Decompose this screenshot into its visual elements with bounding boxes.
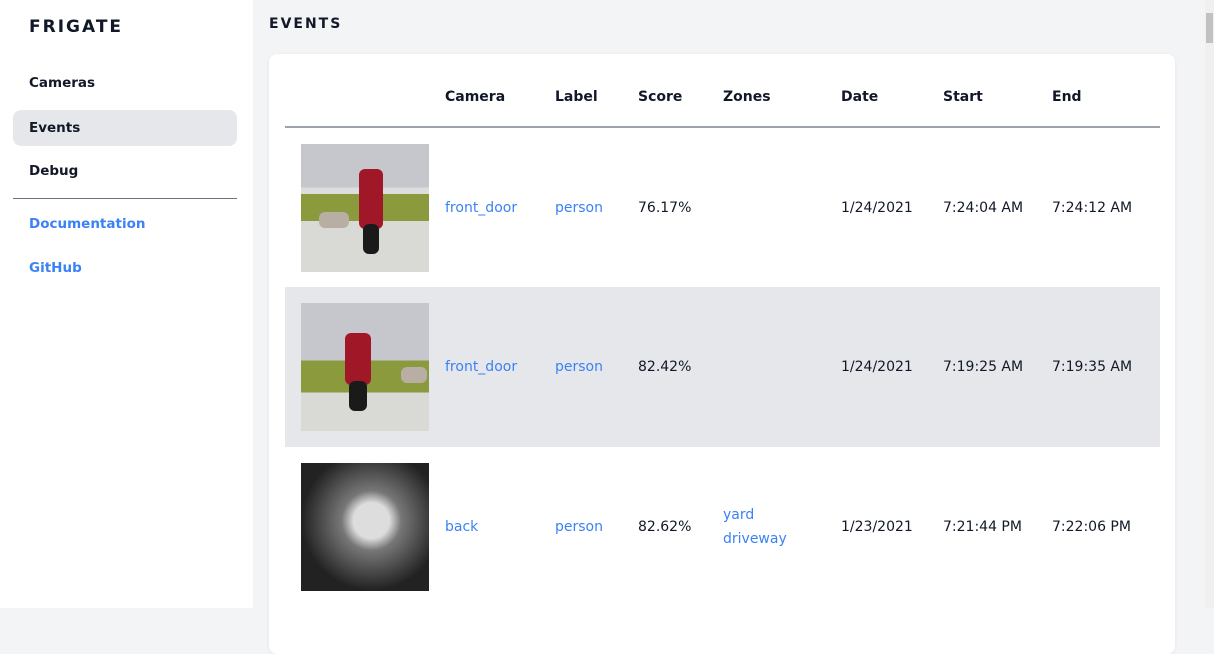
event-thumbnail[interactable] — [301, 463, 429, 591]
app-logo: FRIGATE — [29, 17, 124, 37]
table-row[interactable]: front_door person 82.42% 1/24/2021 7:19:… — [285, 287, 1160, 447]
start-time: 7:24:04 AM — [943, 199, 1024, 216]
label-link[interactable]: person — [555, 287, 638, 447]
scrollbar[interactable] — [1205, 0, 1214, 608]
header-zones: Zones — [723, 54, 841, 128]
header-thumbnail — [285, 54, 445, 128]
camera-link[interactable]: front_door — [445, 287, 555, 447]
score: 82.42% — [638, 287, 723, 447]
end-time: 7:19:35 AM — [1052, 287, 1160, 447]
label-link[interactable]: person — [555, 519, 603, 535]
sidebar-divider — [13, 198, 237, 199]
date: 1/24/2021 — [841, 287, 943, 447]
table-row[interactable]: back person 82.62% yard driveway 1/23/202… — [285, 447, 1160, 607]
documentation-link[interactable]: Documentation — [29, 216, 146, 232]
zone-link[interactable]: driveway — [723, 531, 787, 547]
events-card: Camera Label Score Zones Date Start End … — [269, 54, 1175, 654]
sidebar-item-cameras[interactable]: Cameras — [29, 75, 96, 91]
start-time: 7:21:44 PM — [943, 519, 1022, 535]
header-end: End — [1052, 54, 1160, 128]
date: 1/24/2021 — [841, 199, 913, 216]
zones: yard driveway — [723, 447, 841, 607]
end-time: 7:22:06 PM — [1052, 519, 1131, 535]
page-title: EVENTS — [269, 16, 343, 32]
end-time: 7:24:12 AM — [1052, 199, 1133, 216]
header-camera: Camera — [445, 54, 555, 128]
github-link[interactable]: GitHub — [29, 260, 82, 276]
score: 76.17% — [638, 199, 692, 216]
events-table: Camera Label Score Zones Date Start End … — [285, 54, 1160, 607]
header-date: Date — [841, 54, 943, 128]
camera-link[interactable]: back — [445, 519, 479, 535]
sidebar: FRIGATE Cameras Events Debug Documentati… — [0, 0, 253, 608]
header-start: Start — [943, 54, 1052, 128]
label-link[interactable]: person — [555, 199, 603, 216]
table-row[interactable]: front_door person 76.17% 1/24/2021 7:24:… — [285, 127, 1160, 287]
header-label: Label — [555, 54, 638, 128]
camera-link[interactable]: front_door — [445, 199, 518, 216]
zones — [723, 127, 841, 287]
score: 82.62% — [638, 519, 692, 535]
scrollbar-thumb[interactable] — [1206, 13, 1213, 43]
event-thumbnail[interactable] — [301, 303, 429, 431]
event-thumbnail[interactable] — [301, 143, 429, 272]
zone-link[interactable]: yard — [723, 507, 755, 523]
sidebar-item-debug[interactable]: Debug — [29, 163, 79, 179]
header-score: Score — [638, 54, 723, 128]
zones — [723, 287, 841, 447]
start-time: 7:19:25 AM — [943, 287, 1052, 447]
date: 1/23/2021 — [841, 519, 913, 535]
sidebar-item-events[interactable]: Events — [13, 110, 237, 146]
